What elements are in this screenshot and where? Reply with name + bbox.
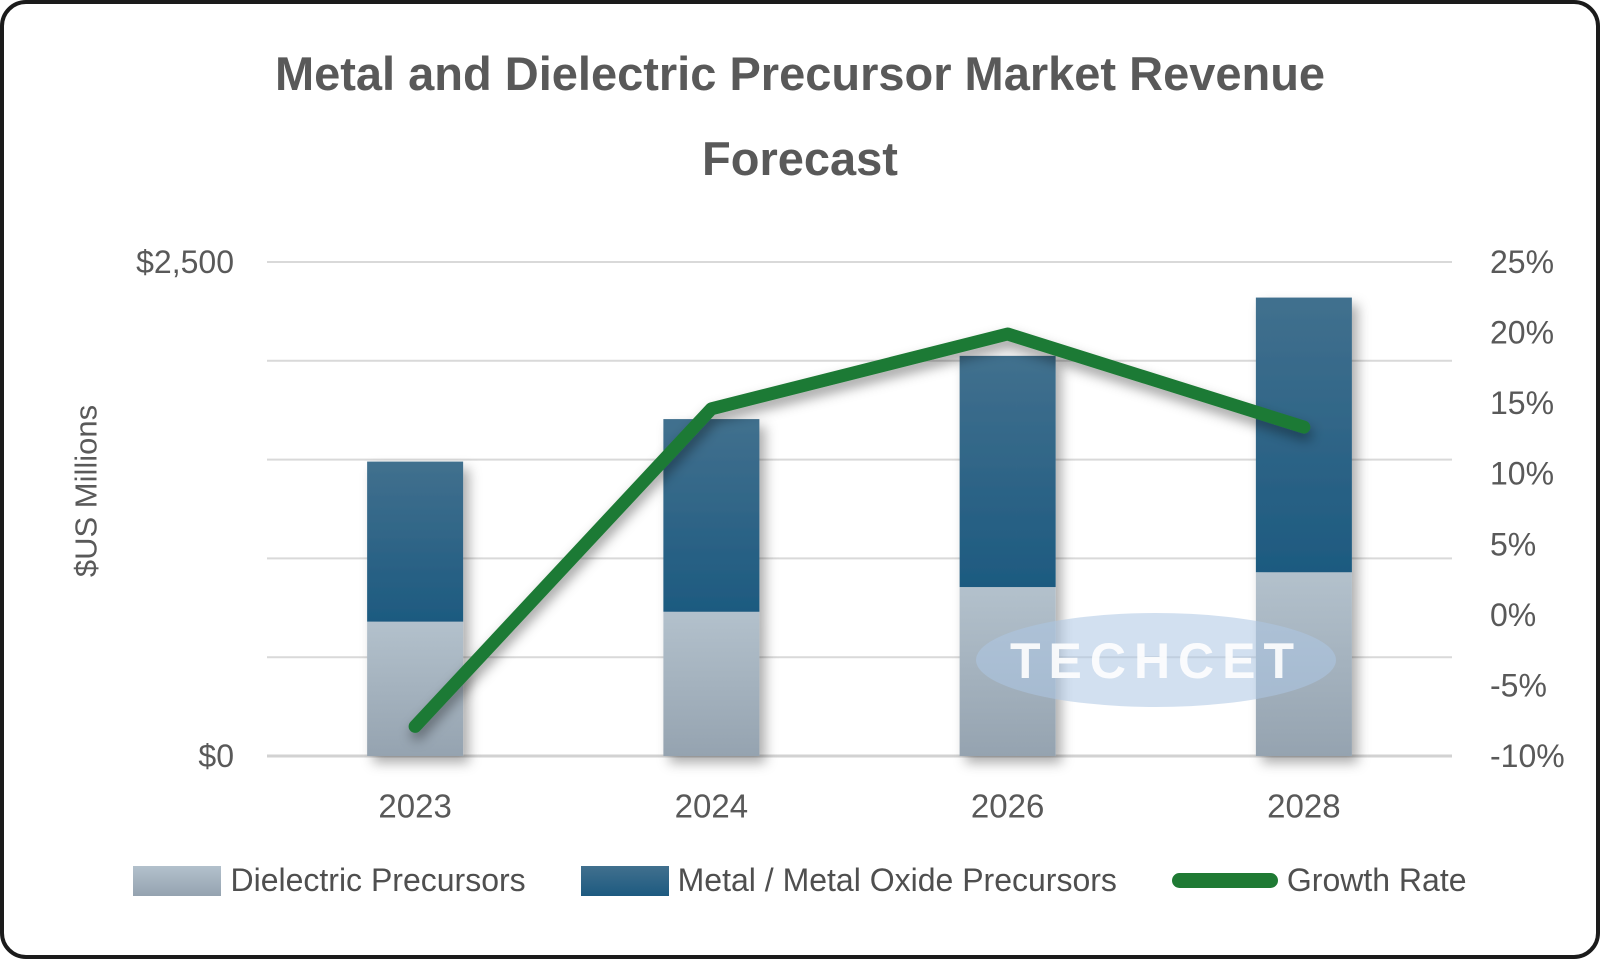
chart-title: Metal and Dielectric Precursor Market Re… (274, 47, 1326, 185)
legend-label-growth: Growth Rate (1286, 862, 1467, 898)
right-axis-tick: -5% (1490, 667, 1547, 703)
bar-dielectric-2024 (663, 611, 760, 756)
right-axis-tick: 0% (1490, 597, 1536, 633)
left-axis-tick: $2,500 (136, 244, 234, 280)
legend-label-metal: Metal / Metal Oxide Precursors (677, 862, 1117, 898)
chart-canvas: TECHCET $2,500 $0 25% 20% 15% 10% 5% 0% -5% -10% 20… (69, 244, 1565, 825)
bar-metal-2026 (959, 355, 1056, 588)
watermark-ellipse (976, 613, 1336, 707)
legend-item-metal: Metal / Metal Oxide Precursors (580, 862, 1117, 899)
bar-group-2023 (367, 461, 464, 756)
legend: Dielectric Precursors Metal / Metal Oxid… (4, 862, 1596, 899)
right-axis-tick: 5% (1490, 526, 1536, 562)
watermark: TECHCET (976, 613, 1336, 707)
legend-label-dielectric: Dielectric Precursors (230, 862, 526, 898)
x-axis-label-2024: 2024 (675, 788, 748, 825)
right-axis-tick: -10% (1490, 738, 1565, 774)
x-axis-label-2028: 2028 (1267, 788, 1340, 825)
legend-item-growth: Growth Rate (1171, 862, 1467, 899)
x-axis-label-2023: 2023 (378, 788, 451, 825)
right-axis-tick: 15% (1490, 385, 1554, 421)
growth-rate-line (408, 327, 1311, 733)
right-axis-tick: 10% (1490, 456, 1554, 492)
x-axis-label-2026: 2026 (971, 788, 1044, 825)
left-axis-title: $US Millions (69, 405, 104, 577)
dielectric-swatch-icon (133, 865, 222, 896)
metal-swatch-icon (580, 865, 669, 896)
bar-metal-2023 (367, 461, 464, 622)
bar-group-2024 (663, 419, 760, 756)
legend-item-dielectric: Dielectric Precursors (133, 862, 526, 899)
bar-group-2026 (959, 355, 1056, 756)
growth-line-icon (1171, 873, 1278, 888)
right-axis-tick: 25% (1490, 244, 1554, 280)
right-axis-tick: 20% (1490, 315, 1554, 351)
bar-metal-2028 (1255, 297, 1352, 573)
left-axis-tick: $0 (198, 738, 234, 774)
watermark-text: TECHCET (1010, 633, 1302, 689)
